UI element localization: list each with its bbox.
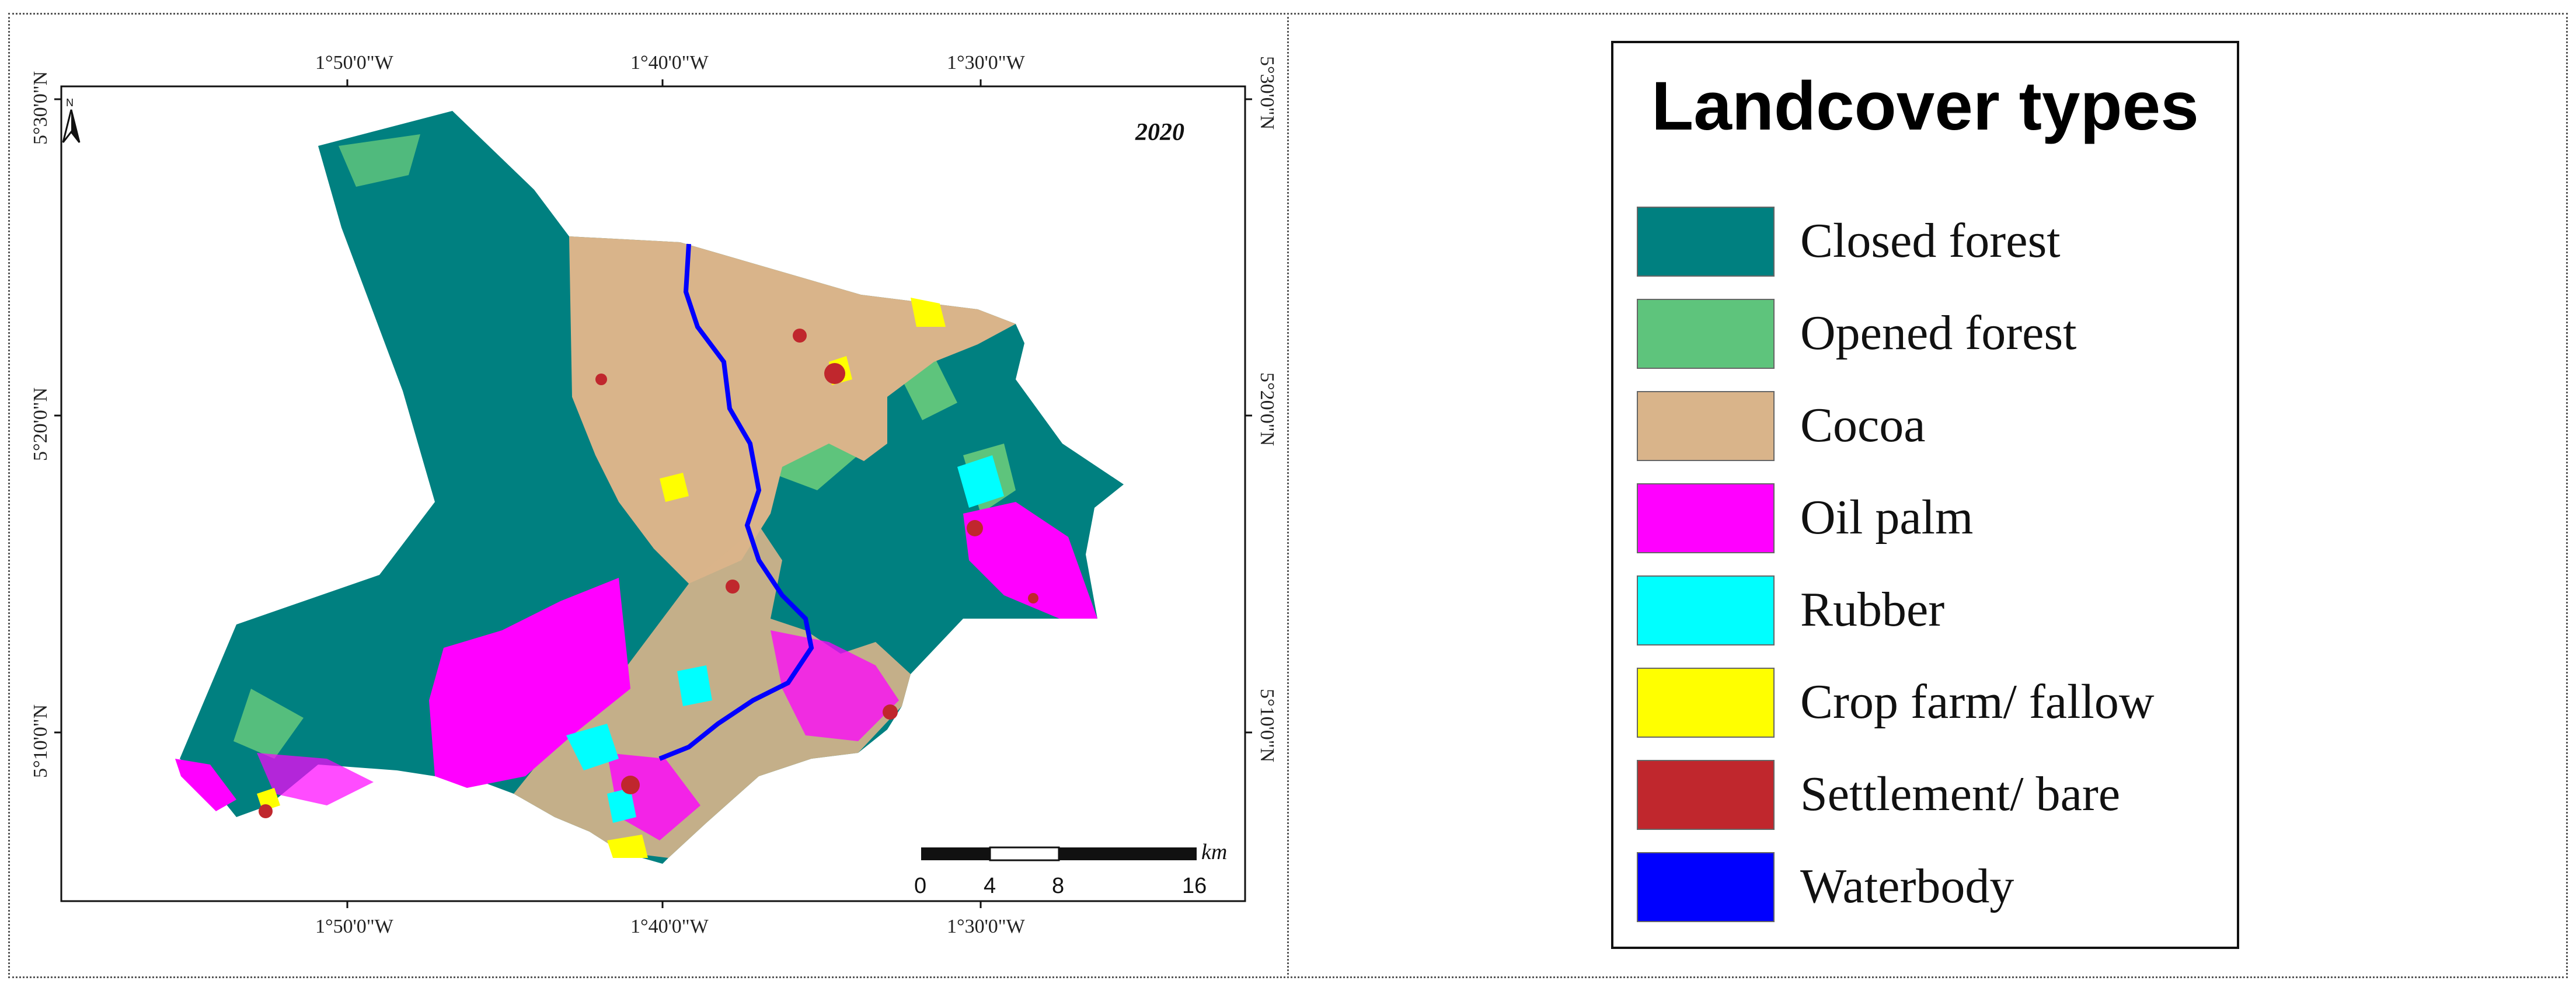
bottom-tick-label-1: 1°50'0"W [315,916,394,937]
legend-item: Rubber [1637,575,2221,645]
left-tick-label-3: 5°10'0"N [30,704,51,778]
legend-label: Opened forest [1800,306,2077,360]
map-region-rubber [566,455,1004,823]
scale-tick-0: 0 [914,874,926,898]
legend-label: Waterbody [1800,859,2014,913]
legend-swatch [1637,668,1775,738]
legend-label: Cocoa [1800,398,1926,452]
legend-item: Opened forest [1637,299,2221,369]
north-arrow-icon: N [62,97,81,143]
scale-tick-8: 8 [1052,874,1064,898]
landcover-map: 1°50'0"W 1°40'0"W 1°30'0"W 1°50'0"W 1°40… [30,52,1278,937]
map-region-settlement [259,329,1038,818]
legend-item: Crop farm/ fallow [1637,668,2221,738]
legend-item: Waterbody [1637,852,2221,922]
right-tick-label-3: 5°10'0"N [1256,689,1278,762]
legend-label: Rubber [1800,582,1945,637]
scale-tick-16: 16 [1182,874,1207,898]
map-region-waterbody [658,243,814,761]
scale-unit: km [1201,840,1227,864]
legend: Landcover types Closed forest Opened fore… [1611,41,2239,949]
legend-swatch [1637,483,1775,553]
panel-divider [1287,13,1289,978]
legend-item: Cocoa [1637,391,2221,461]
left-tick-label-2: 5°20'0"N [30,388,51,461]
bottom-tick-label-2: 1°40'0"W [630,916,709,937]
scale-tick-4: 4 [984,874,996,898]
top-tick-label-1: 1°50'0"W [315,52,394,74]
year-label: 2020 [1135,119,1184,146]
bottom-tick-label-3: 1°30'0"W [947,916,1026,937]
legend-item: Closed forest [1637,207,2221,277]
right-tick-label-2: 5°20'0"N [1256,372,1278,446]
legend-label: Closed forest [1800,214,2061,268]
legend-label: Settlement/ bare [1800,767,2121,821]
graticule-ticks [54,79,1252,908]
legend-item: Oil palm [1637,483,2221,553]
legend-swatch [1637,207,1775,277]
scale-bar: km 0 4 8 16 [914,840,1227,898]
legend-title: Landcover types [1651,68,2199,145]
top-tick-label-2: 1°40'0"W [630,52,709,74]
top-tick-label-3: 1°30'0"W [947,52,1026,74]
legend-swatch [1637,391,1775,461]
north-label: N [66,97,74,109]
right-tick-label-1: 5°30'0"N [1256,56,1278,130]
left-tick-label-1: 5°30'0"N [30,71,51,145]
legend-label: Crop farm/ fallow [1800,675,2155,729]
legend-label: Oil palm [1800,490,1974,545]
legend-swatch [1637,575,1775,645]
legend-swatch [1637,299,1775,369]
legend-swatch [1637,852,1775,922]
legend-swatch [1637,760,1775,830]
legend-item: Settlement/ bare [1637,760,2221,830]
